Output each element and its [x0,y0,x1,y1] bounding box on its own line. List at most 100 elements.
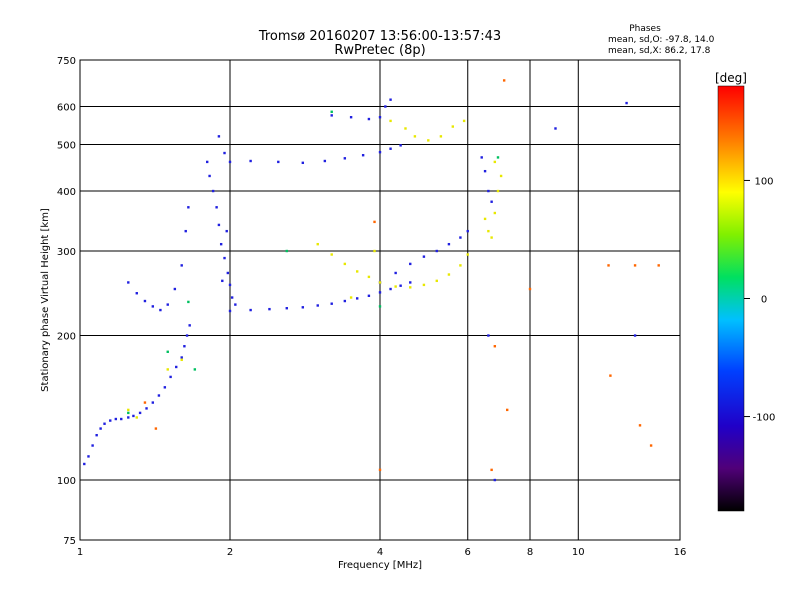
y-tick-label: 750 [57,56,76,67]
data-point [323,159,327,163]
data-point [422,255,426,258]
data-point [166,303,169,306]
stats-line-o: mean, sd,O: -97.8, 14.0 [608,35,715,45]
data-point [462,119,466,123]
data-point [330,302,333,305]
data-point [127,281,130,284]
data-point [180,356,183,359]
data-point [649,444,653,447]
data-point [435,249,438,253]
y-tick-label: 200 [57,332,76,343]
data-point [109,419,112,422]
data-point [384,105,387,108]
data-point [95,433,98,437]
data-point [343,262,347,266]
data-point [249,159,252,163]
colorbar-ticks: 100 0 -100 [744,176,775,424]
grid-layer [80,60,680,540]
data-point [361,154,365,157]
data-point [427,139,430,142]
data-point [301,306,305,309]
data-point [221,279,224,283]
data-point [389,98,392,101]
stats-line-x: mean, sd,X: 86.2, 17.8 [608,46,711,56]
data-point [143,299,147,303]
data-point [496,156,500,159]
data-point [184,229,187,233]
y-tick-label: 500 [57,141,76,152]
data-point [211,189,215,193]
data-point [208,174,211,178]
data-point [145,407,148,410]
data-point [330,110,333,113]
data-point [151,401,155,404]
data-point [166,350,169,353]
data-point [409,262,412,266]
data-point [187,300,190,304]
data-point [219,242,223,246]
data-point [394,271,397,275]
data-point [135,292,138,295]
data-point [185,334,189,337]
data-point [625,101,628,105]
data-point [193,368,197,371]
colorbar-label: [deg] [715,71,747,85]
data-point [127,411,130,415]
y-tick-label: 600 [57,103,76,114]
data-point [163,386,167,389]
colorbar-tick-label: 100 [754,176,773,187]
data-point [103,422,106,425]
data-point [343,299,347,303]
data-point [607,264,610,267]
data-point [404,127,407,130]
data-point [316,304,319,307]
data-point [480,156,483,159]
x-tick-label: 8 [527,547,533,558]
data-point [127,408,130,412]
data-point [151,305,155,308]
data-point [217,135,221,138]
data-point [223,151,226,155]
data-point [487,189,490,193]
data-point [301,161,305,165]
data-point [175,365,178,369]
data-point [343,157,347,160]
x-tick-label: 4 [377,547,383,558]
data-point [223,256,226,260]
data-point [330,253,333,256]
data-point [169,375,172,379]
data-point [490,468,493,472]
data-point [389,147,392,150]
data-point [413,135,417,138]
data-point [173,287,177,291]
data-point [499,174,503,178]
data-point [609,374,612,377]
data-point [249,308,252,312]
data-point [87,455,90,458]
data-point [487,334,490,337]
data-point [378,305,382,308]
data-point [228,160,232,164]
data-point [373,220,376,224]
chart-title: Tromsø 20160207 13:56:00-13:57:43 [258,29,501,44]
data-point [99,427,102,430]
data-point [373,249,376,253]
data-point [228,283,232,287]
data-point [187,206,190,209]
x-tick-label: 6 [465,547,471,558]
data-point [657,264,660,267]
data-points [83,79,660,482]
data-point [459,264,462,267]
data-point [389,119,392,123]
data-point [225,229,228,233]
data-point [483,217,487,221]
data-point [435,279,438,283]
data-point [505,408,509,412]
y-tick-label: 75 [63,536,76,547]
data-point [493,345,497,348]
y-tick-label: 400 [57,187,76,198]
data-point [83,462,86,466]
data-point [490,200,493,203]
data-point [154,427,158,430]
